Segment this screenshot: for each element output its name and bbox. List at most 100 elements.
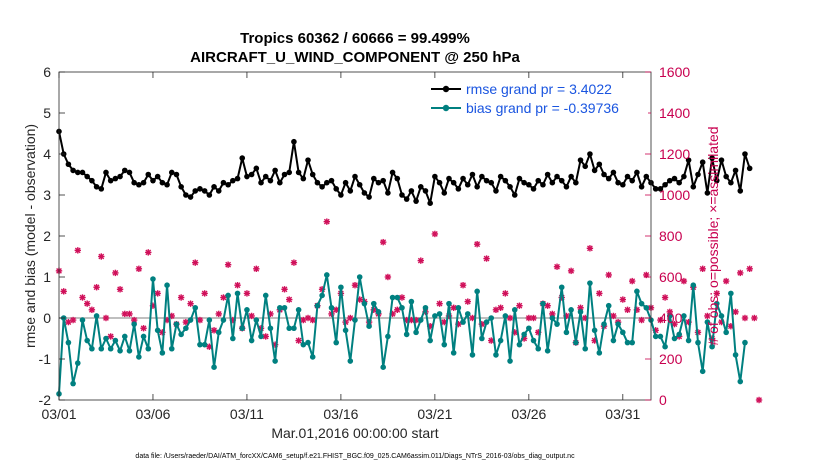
rmse-point xyxy=(413,198,419,204)
bias-point xyxy=(375,309,382,315)
marker-stroke-d2 xyxy=(756,397,762,403)
bias-point xyxy=(215,329,222,336)
y-tick-label: 4 xyxy=(43,146,51,162)
marker-stroke-d2 xyxy=(333,306,340,313)
bias-point xyxy=(333,339,340,346)
bias-point xyxy=(277,304,283,311)
bias-point xyxy=(356,274,363,280)
bias-point xyxy=(516,341,523,348)
marker-stroke-d2 xyxy=(197,317,203,323)
bias-point xyxy=(187,317,194,323)
marker-stroke-d2 xyxy=(587,245,593,252)
rmse-point xyxy=(568,173,574,180)
rmse-point xyxy=(117,173,123,180)
bias-point xyxy=(168,345,175,352)
assimilated-count-marker xyxy=(516,302,523,309)
assimilated-count-marker xyxy=(577,304,584,311)
x-tick-label: 03/11 xyxy=(230,406,264,422)
marker-stroke-d2 xyxy=(488,337,495,344)
assimilated-count-marker xyxy=(384,273,392,281)
bias-point xyxy=(150,276,156,282)
assimilated-count-marker xyxy=(394,306,401,313)
assimilated-count-marker xyxy=(586,245,594,252)
bias-point xyxy=(685,337,692,344)
rmse-point xyxy=(455,186,462,192)
rmse-point xyxy=(352,173,358,180)
y-right-tick-label: 1400 xyxy=(659,105,690,121)
bias-point xyxy=(657,333,664,340)
rmse-point xyxy=(244,173,250,180)
y-right-tick-label: 1000 xyxy=(659,187,690,203)
rmse-point xyxy=(558,177,565,184)
bias-point xyxy=(563,329,570,336)
marker-stroke-d2 xyxy=(657,317,664,323)
rmse-point xyxy=(361,190,368,196)
marker-stroke-d2 xyxy=(187,300,194,307)
rmse-point xyxy=(676,179,682,186)
marker-stroke-d2 xyxy=(135,265,142,272)
assimilated-count-marker xyxy=(215,310,222,318)
rmse-point xyxy=(587,151,593,157)
assimilated-count-marker xyxy=(436,300,443,307)
rmse-point xyxy=(225,181,231,188)
x-axis-label: Mar.01,2016 00:00:00 start xyxy=(271,425,438,441)
bias-point xyxy=(460,319,466,325)
rmse-point xyxy=(206,192,213,198)
assimilated-count-marker xyxy=(88,306,96,313)
marker-stroke-d2 xyxy=(502,290,509,297)
assimilated-count-marker xyxy=(210,327,218,334)
assimilated-count-marker xyxy=(192,259,199,266)
bias-point xyxy=(347,358,354,364)
bias-point xyxy=(112,337,119,344)
bias-point xyxy=(192,304,199,311)
rmse-point xyxy=(89,177,95,184)
rmse-point xyxy=(615,179,621,186)
assimilated-count-marker xyxy=(619,296,627,303)
bias-point xyxy=(695,339,701,346)
rmse-point xyxy=(493,188,499,194)
bias-point xyxy=(314,302,321,309)
x-tick-label: 03/06 xyxy=(135,406,170,422)
rmse-point xyxy=(201,188,208,194)
assimilated-count-marker xyxy=(107,333,114,340)
assimilated-count-marker xyxy=(60,288,67,295)
rmse-point xyxy=(535,177,542,184)
rmse-point xyxy=(98,186,105,192)
assimilated-count-marker xyxy=(79,294,86,301)
bias-point xyxy=(582,345,589,352)
bias-point xyxy=(370,300,377,307)
assimilated-count-marker xyxy=(699,265,706,272)
legend-bias-label: bias grand pr = -0.39736 xyxy=(466,100,619,116)
bias-point xyxy=(497,337,504,344)
assimilated-count-marker xyxy=(737,269,744,277)
rmse-point xyxy=(507,184,513,190)
y-axis-right-label: # of obs: o=possible; ×=assimilated xyxy=(705,126,721,345)
bias-point xyxy=(74,360,81,366)
rmse-point xyxy=(159,179,166,186)
assimilated-count-marker xyxy=(286,296,293,303)
marker-stroke-d2 xyxy=(610,313,617,319)
bias-point xyxy=(446,300,452,307)
bias-point xyxy=(601,321,607,327)
assimilated-count-marker xyxy=(126,310,133,318)
legend-rmse-label: rmse grand pr = 3.4022 xyxy=(466,81,612,97)
rmse-point xyxy=(286,169,293,176)
bias-point xyxy=(183,325,189,332)
rmse-point xyxy=(136,181,142,188)
rmse-point xyxy=(112,175,119,182)
rmse-point xyxy=(695,171,701,178)
bias-point xyxy=(728,290,734,297)
bias-point xyxy=(526,325,532,332)
y-axis-label: rmse and bias (model - observation) xyxy=(22,124,38,348)
rmse-point xyxy=(408,188,415,194)
rmse-point xyxy=(319,184,325,190)
marker-stroke-d2 xyxy=(84,300,91,307)
bias-point xyxy=(596,350,603,356)
rmse-point xyxy=(591,167,598,174)
marker-stroke-d2 xyxy=(516,302,523,309)
marker-stroke-d2 xyxy=(286,296,293,303)
marker-stroke-d2 xyxy=(530,315,537,321)
y-right-tick-label: 400 xyxy=(659,310,683,326)
marker-stroke-d2 xyxy=(220,294,227,301)
rmse-point xyxy=(324,179,330,186)
